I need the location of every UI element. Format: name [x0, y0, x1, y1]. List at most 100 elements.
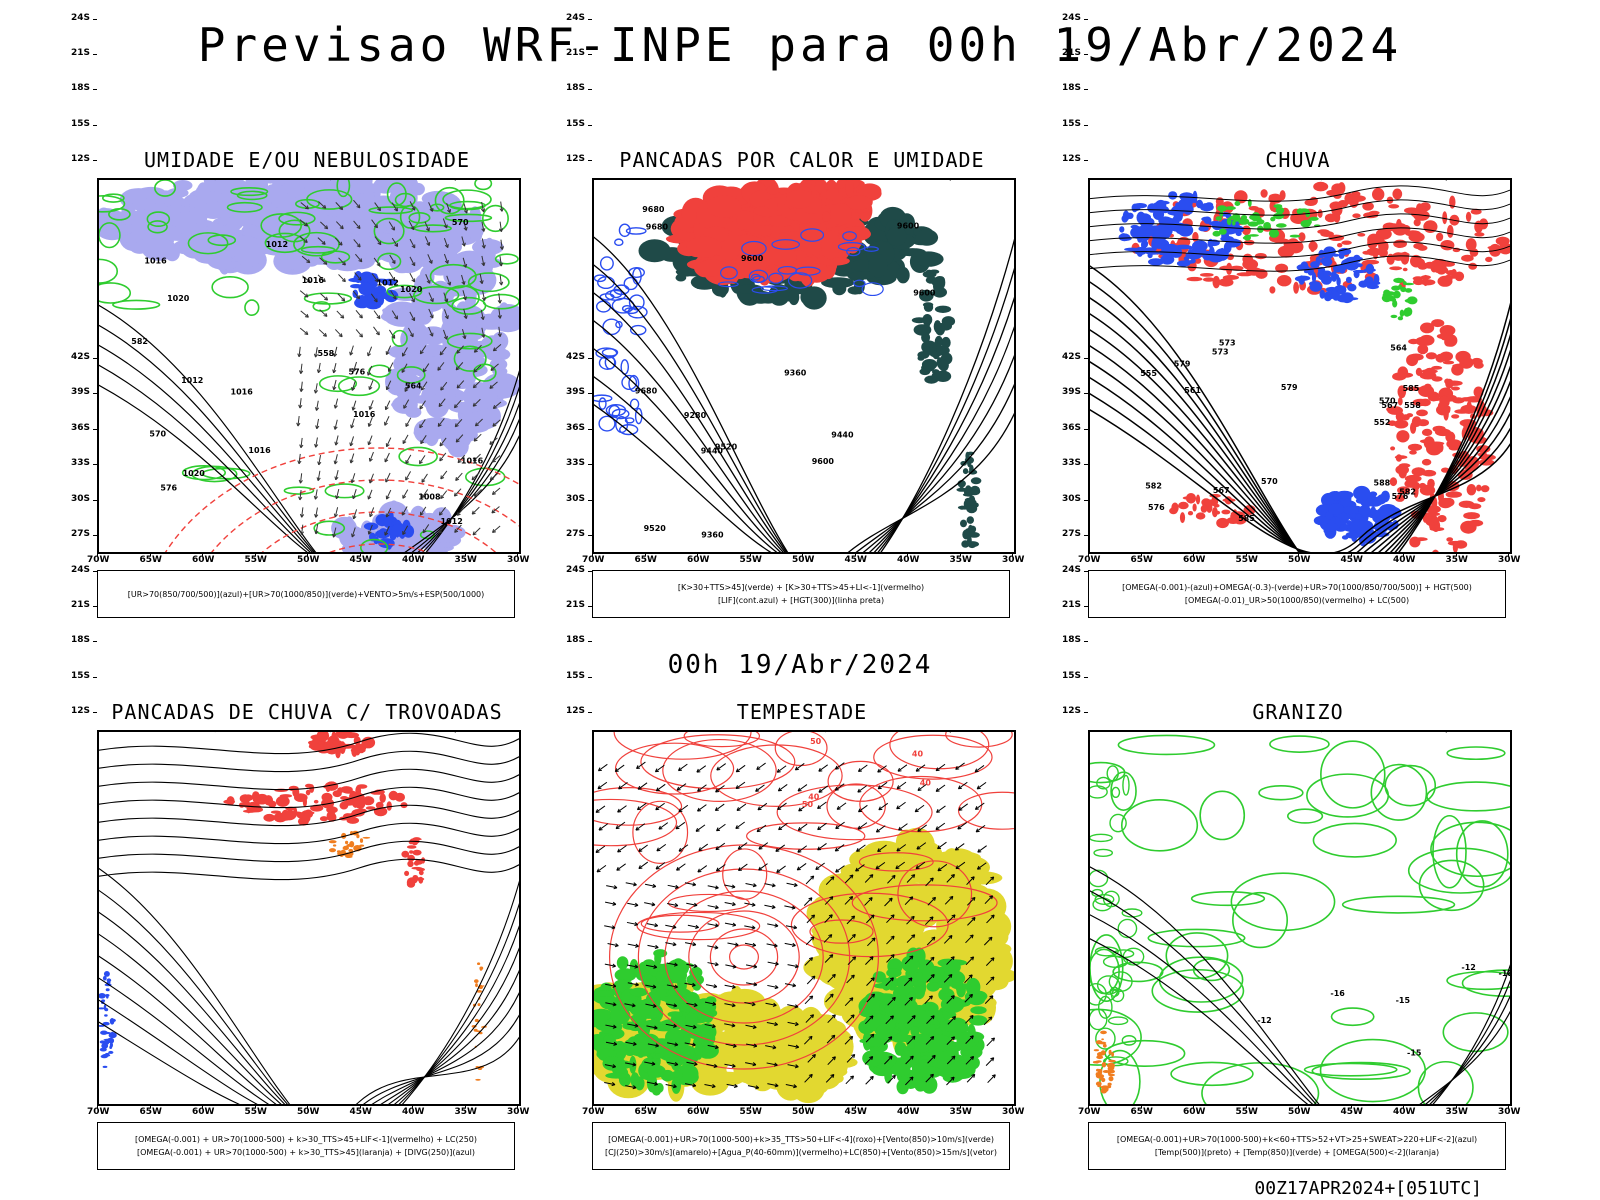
- contour-label: 579: [1281, 383, 1298, 392]
- lon-tick-mark: [97, 552, 98, 556]
- lon-tick-mark: [907, 552, 908, 556]
- contour-label: 9360: [784, 368, 807, 377]
- lat-tick-label: 18S: [1062, 83, 1082, 94]
- lat-tick-mark: [588, 393, 592, 395]
- lat-tick-mark: [93, 606, 97, 607]
- lon-tick-label: 45W: [844, 555, 867, 565]
- lon-tick-label: 60W: [1183, 555, 1206, 565]
- lat-tick-label: 15S: [71, 670, 91, 681]
- lat-tick-mark: [93, 160, 97, 162]
- lat-tick-label: 33S: [1062, 458, 1082, 469]
- lat-tick-mark: [1084, 535, 1088, 537]
- lat-tick-label: 15S: [71, 118, 91, 129]
- lat-tick-mark: [93, 570, 97, 572]
- lat-tick-mark: [588, 89, 592, 91]
- lat-tick-label: 36S: [71, 422, 91, 433]
- lat-tick-mark: [93, 18, 97, 20]
- panel-title-tempestade: TEMPESTADE: [736, 700, 868, 724]
- lat-tick-mark: [1084, 676, 1088, 678]
- thunder-red-north: [308, 732, 376, 759]
- lon-tick-mark: [1350, 1104, 1352, 1108]
- lat-tick-mark: [93, 54, 97, 55]
- lat-tick-label: 18S: [566, 635, 586, 646]
- lat-tick-label: 39S: [71, 387, 91, 398]
- mid-date-label: 00h 19/Abr/2024: [667, 650, 933, 680]
- lon-tick-label: 40W: [402, 555, 425, 565]
- lat-tick-mark: [588, 160, 592, 162]
- lon-tick-mark: [592, 552, 593, 556]
- lon-tick-mark: [149, 552, 151, 556]
- overlay-umidade: 1012 1012 1016 1016 1016 1020 1020 1016 1020 1016…: [99, 180, 519, 552]
- lat-tick-mark: [1084, 358, 1088, 359]
- lon-tick-mark: [254, 1104, 256, 1108]
- lat-tick-mark: [588, 499, 592, 501]
- contour-label: 9600: [741, 254, 764, 263]
- contour-label: 582: [1399, 487, 1416, 496]
- contour-label: 567: [1213, 486, 1230, 495]
- contour-label: -15: [1407, 1049, 1422, 1058]
- lat-tick-label: 18S: [71, 635, 91, 646]
- lc500-streamlines: [1090, 185, 1510, 272]
- legend-line: [OMEGA(-0.001) + UR>70(1000-500) + k>30_…: [136, 1148, 476, 1157]
- lon-tick-mark: [307, 552, 308, 556]
- lat-tick-label: 33S: [566, 458, 586, 469]
- lon-tick-label: 65W: [139, 1107, 162, 1117]
- lon-tick-label: 60W: [687, 1107, 710, 1117]
- lat-tick-mark: [93, 712, 97, 714]
- lat-tick-label: 24S: [71, 12, 91, 23]
- run-timestamp: 00Z17APR2024+[051UTC]: [1254, 1178, 1482, 1199]
- map-canvas-pancadas-calor: 9680968096809600960096009600952095209440…: [594, 180, 1014, 552]
- panel-title-umidade: UMIDADE E/OU NEBULOSIDADE: [143, 148, 471, 172]
- contour-label: 50: [810, 737, 822, 746]
- lon-tick-mark: [959, 1104, 961, 1108]
- lon-tick-mark: [517, 1104, 518, 1108]
- map-chuva: 588 585 582 579 576 573 570 567 564 561 558 555 552 5…: [1088, 178, 1512, 554]
- lon-tick-label: 45W: [844, 1107, 867, 1117]
- lon-tick-label: 50W: [1288, 1107, 1311, 1117]
- lon-tick-label: 65W: [634, 1107, 657, 1117]
- lat-tick-mark: [588, 54, 592, 55]
- lon-tick-mark: [1088, 552, 1089, 556]
- omega-blue-south: [1313, 485, 1402, 547]
- lat-tick-mark: [1084, 89, 1088, 91]
- lon-tick-label: 50W: [297, 555, 320, 565]
- contour-label: 9440: [701, 446, 724, 455]
- lat-tick-mark: [588, 124, 592, 126]
- contour-label: 40: [912, 750, 924, 759]
- lon-tick-label: 65W: [139, 555, 162, 565]
- contour-label: 567: [1381, 401, 1398, 410]
- contour-label: 9600: [913, 288, 936, 297]
- contour-label: 9360: [701, 530, 724, 539]
- contour-label: 1020: [400, 285, 423, 294]
- legend-pancadas-calor: [K>30+TTS>45](verde) + [K>30+TTS>45+LI<-…: [592, 570, 1010, 618]
- legend-line: [OMEGA(-0.001)+UR>70(1000-500)+k<60+TTS>…: [1116, 1135, 1478, 1144]
- lat-tick-label: 15S: [566, 670, 586, 681]
- contour-label: 561: [1184, 386, 1201, 395]
- lat-tick-label: 15S: [1062, 670, 1082, 681]
- lat-tick-mark: [93, 358, 97, 359]
- contour-label: 1016: [231, 387, 254, 396]
- contour-label: 1020: [183, 469, 206, 478]
- lat-tick-label: 30S: [1062, 493, 1082, 504]
- contour-label: 40: [920, 778, 932, 787]
- map-canvas-granizo: -12 -15 -15 -12 -16 -18: [1090, 732, 1510, 1104]
- lat-tick-label: 36S: [1062, 422, 1082, 433]
- lat-tick-mark: [1084, 641, 1088, 643]
- lon-tick-label: 55W: [1235, 1107, 1258, 1117]
- lon-tick-mark: [1298, 552, 1299, 556]
- legend-chuva: [OMEGA(-0.001)-(azul)+OMEGA(-0.3)-(verde…: [1088, 570, 1506, 618]
- contour-label: 1012: [266, 240, 288, 249]
- lon-tick-label: 30W: [1498, 1107, 1521, 1117]
- temp850-green-contours: [1090, 734, 1510, 1104]
- lat-tick-mark: [93, 535, 97, 537]
- main-title: Previsao WRF-INPE para 00h 19/Abr/2024: [197, 18, 1403, 72]
- map-canvas-pancadas-trovoadas: [99, 732, 519, 1104]
- humidity-1000-850-contours: [99, 180, 519, 552]
- lat-tick-mark: [93, 428, 97, 430]
- vento850-vectors: [595, 761, 996, 1090]
- lon-tick-label: 40W: [1393, 555, 1416, 565]
- lon-tick-mark: [412, 552, 413, 556]
- lon-tick-label: 55W: [739, 1107, 762, 1117]
- lat-tick-mark: [1084, 124, 1088, 126]
- lon-tick-mark: [149, 1104, 151, 1108]
